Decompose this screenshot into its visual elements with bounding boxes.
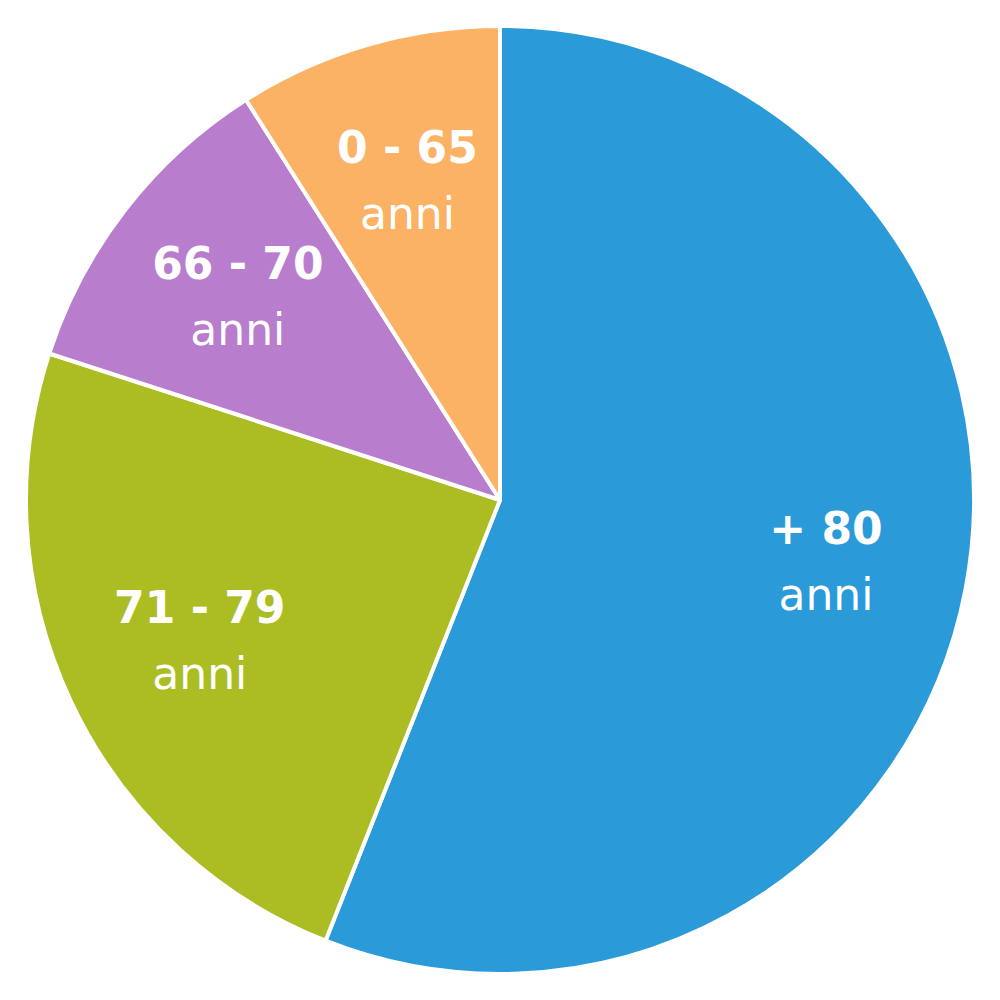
slices xyxy=(26,26,974,974)
slice-label-unit: anni xyxy=(778,569,873,620)
slice-label-unit: anni xyxy=(152,648,247,699)
slice-label-unit: anni xyxy=(190,304,285,355)
slice-label-range: 66 - 70 xyxy=(152,238,323,289)
slice-label: 0 - 65 anni xyxy=(337,122,478,239)
slice-label: + 80 anni xyxy=(769,503,882,620)
slice-label-range: 0 - 65 xyxy=(337,122,478,173)
slice-label: 71 - 79 anni xyxy=(114,582,285,699)
slice-label: 66 - 70 anni xyxy=(152,238,323,355)
slice-label-unit: anni xyxy=(360,188,455,239)
labels: + 80 anni 71 - 79 anni 66 - 70 anni 0 - 65 anni xyxy=(114,122,883,699)
slice-label-range: 71 - 79 xyxy=(114,582,285,633)
slice-label-range: + 80 xyxy=(769,503,882,554)
chart: + 80 anni 71 - 79 anni 66 - 70 anni 0 - 65 anni xyxy=(0,0,1000,1000)
